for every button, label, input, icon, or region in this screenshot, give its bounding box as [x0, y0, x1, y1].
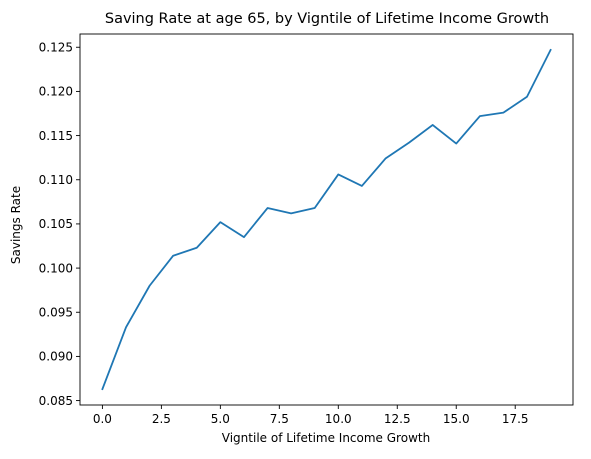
y-tick-label: 0.110: [39, 173, 73, 187]
x-axis: 0.0 2.5 5.0 7.5 10.0 12.5 15.0 17.5: [93, 405, 529, 426]
y-tick-label: 0.090: [39, 350, 73, 364]
y-tick-label: 0.085: [39, 394, 73, 408]
x-tick-label: 12.5: [384, 412, 411, 426]
x-tick-label: 5.0: [211, 412, 230, 426]
x-axis-label: Vigntile of Lifetime Income Growth: [222, 431, 430, 445]
series-line-1: [101, 48, 552, 391]
y-tick-label: 0.120: [39, 85, 73, 99]
y-tick-label: 0.105: [39, 217, 73, 231]
x-tick-label: 2.5: [152, 412, 171, 426]
x-tick-label: 0.0: [93, 412, 112, 426]
axes-frame: [79, 33, 574, 406]
y-tick-label: 0.115: [39, 129, 73, 143]
y-tick-label: 0.100: [39, 261, 73, 275]
y-axis: 0.085 0.090 0.095 0.100 0.105 0.110 0.115 0.120…: [39, 40, 80, 408]
y-tick-label: 0.095: [39, 305, 73, 319]
x-tick-label: 17.5: [502, 412, 529, 426]
y-axis-label: Savings Rate: [9, 186, 23, 264]
plot-area: [79, 33, 574, 406]
x-tick-label: 7.5: [270, 412, 289, 426]
x-tick-label: 10.0: [325, 412, 352, 426]
x-tick-label: 15.0: [443, 412, 470, 426]
chart-title: Saving Rate at age 65, by Vigntile of Li…: [105, 11, 549, 27]
y-tick-label: 0.125: [39, 40, 73, 54]
